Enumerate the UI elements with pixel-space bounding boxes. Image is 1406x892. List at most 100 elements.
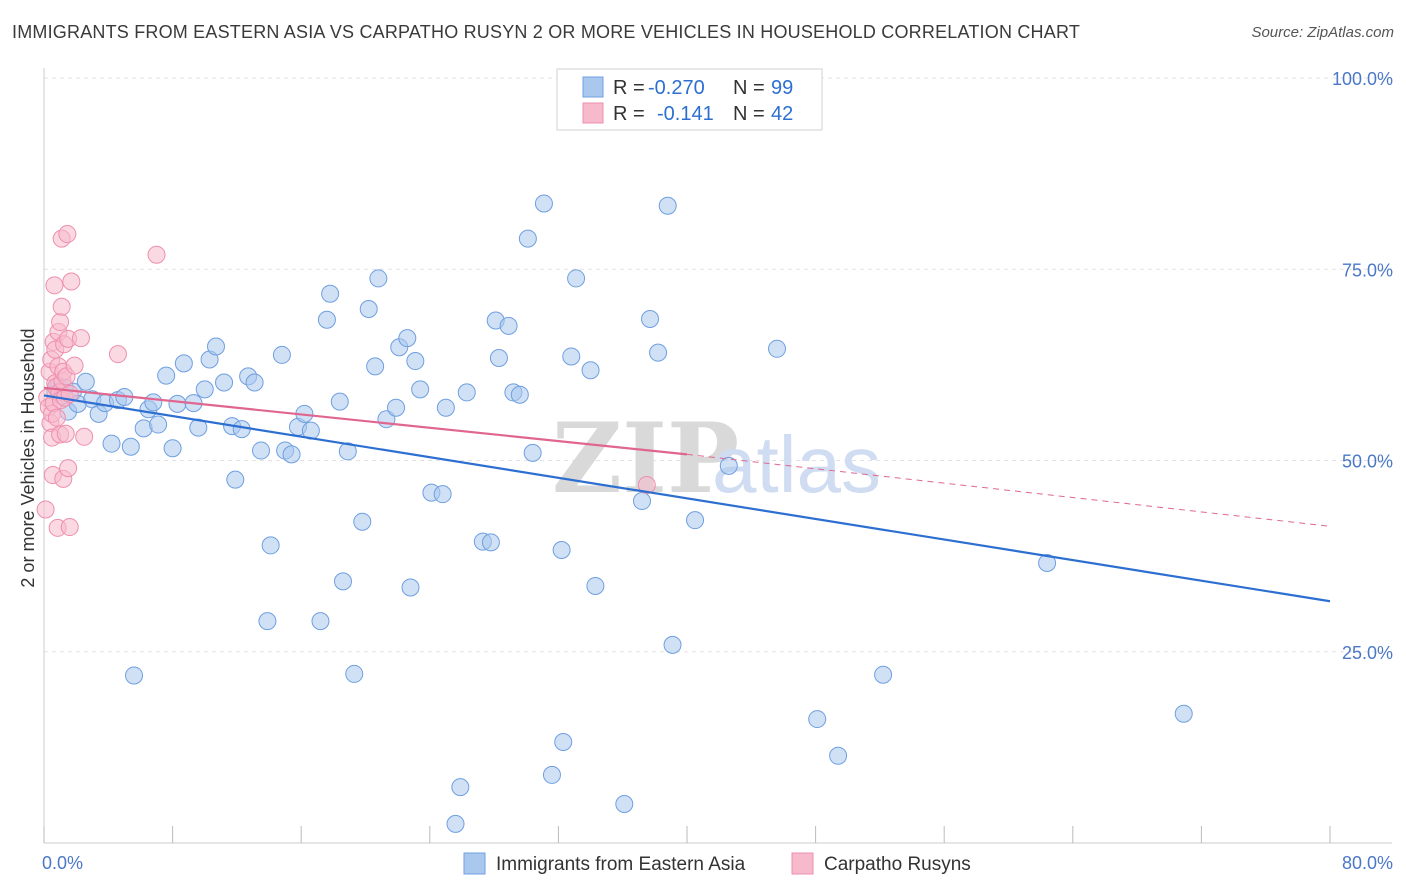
point-eastern-asia-69 [481,533,500,552]
point-eastern-asia-98 [1174,704,1193,723]
point-carpatho-rusyn-41 [108,345,127,364]
x-tick-label-0: 0.0% [42,853,83,873]
point-eastern-asia-56 [387,398,406,417]
trend-line-eastern-asia [43,394,1331,603]
series-eastern-asia-points [46,194,1193,833]
legend-n-value-2: 42 [771,103,793,125]
point-eastern-asia-19 [149,415,168,434]
legend-r-label-2: R = [613,103,645,125]
point-eastern-asia-67 [457,383,476,402]
point-eastern-asia-53 [366,357,385,376]
y-tick-label-1: 50.0% [1342,452,1393,472]
point-eastern-asia-7 [76,372,95,391]
point-eastern-asia-46 [317,310,336,329]
point-eastern-asia-58 [398,329,417,348]
point-eastern-asia-77 [534,194,553,213]
point-eastern-asia-31 [226,470,245,489]
series-carpatho-rusyn-points [36,225,656,537]
point-eastern-asia-48 [333,572,352,591]
point-carpatho-rusyn-36 [60,518,79,537]
point-eastern-asia-74 [510,385,529,404]
point-eastern-asia-35 [252,441,271,460]
point-eastern-asia-34 [245,373,264,392]
point-carpatho-rusyn-23 [52,297,71,316]
bottom-legend-swatch-blue [463,852,486,875]
point-eastern-asia-97 [1038,554,1057,573]
point-eastern-asia-47 [330,392,349,411]
source-label: Source: ZipAtlas.com [1251,24,1394,41]
y-tick-label-0: 25.0% [1342,643,1393,663]
point-eastern-asia-80 [554,733,573,752]
point-eastern-asia-20 [157,366,176,385]
watermark-atlas: atlas [712,420,881,509]
point-carpatho-rusyn-20 [51,313,70,332]
trend-lines [43,386,1331,603]
x-tick-label-1: 80.0% [1342,853,1393,873]
point-eastern-asia-65 [451,778,470,797]
point-eastern-asia-88 [649,343,668,362]
point-carpatho-rusyn-34 [59,459,78,478]
point-eastern-asia-83 [581,361,600,380]
point-eastern-asia-63 [433,485,452,504]
point-eastern-asia-50 [345,664,364,683]
point-eastern-asia-44 [311,612,330,631]
point-eastern-asia-96 [874,665,893,684]
point-eastern-asia-92 [719,456,738,475]
point-eastern-asia-76 [523,443,542,462]
trend-line-carpatho-rusyn [43,386,688,456]
bottom-legend-label-pink: Carpatho Rusyns [824,854,971,875]
point-eastern-asia-64 [436,398,455,417]
point-eastern-asia-86 [632,492,651,511]
point-eastern-asia-85 [615,794,634,813]
point-eastern-asia-54 [369,269,388,288]
point-carpatho-rusyn-40 [75,427,94,446]
point-eastern-asia-11 [102,434,121,453]
point-carpatho-rusyn-30 [56,424,75,443]
point-eastern-asia-61 [411,380,430,399]
point-carpatho-rusyn-42 [147,245,166,264]
point-eastern-asia-36 [258,612,277,631]
bottom-legend-swatch-pink [791,852,814,875]
point-eastern-asia-91 [686,511,705,530]
point-carpatho-rusyn-32 [58,225,77,244]
legend-swatch-blue [582,76,604,98]
y-axis-label: 2 or more Vehicles in Household [18,328,38,587]
stats-legend: R = -0.270 N = 99 R = -0.141 N = 42 [556,68,823,131]
point-eastern-asia-37 [261,536,280,555]
point-eastern-asia-89 [658,196,677,215]
point-eastern-asia-79 [552,541,571,560]
point-eastern-asia-22 [168,394,187,413]
point-eastern-asia-14 [121,437,140,456]
legend-r-label-1: R = [613,77,645,99]
bottom-legend-label-blue: Immigrants from Eastern Asia [496,854,746,875]
axes [43,68,1392,844]
point-eastern-asia-95 [829,746,848,765]
point-eastern-asia-81 [562,347,581,366]
point-eastern-asia-40 [282,445,301,464]
point-eastern-asia-84 [586,576,605,595]
legend-n-label-1: N = [733,77,765,99]
point-eastern-asia-72 [499,316,518,335]
y-tick-label-3: 100.0% [1332,69,1393,89]
legend-r-value-2: -0.141 [657,103,714,125]
point-carpatho-rusyn-38 [65,356,84,375]
point-eastern-asia-45 [321,284,340,303]
point-eastern-asia-28 [207,337,226,356]
point-eastern-asia-29 [215,373,234,392]
point-carpatho-rusyn-11 [45,276,64,295]
point-eastern-asia-15 [125,666,144,685]
point-eastern-asia-23 [174,354,193,373]
legend-n-value-1: 99 [771,77,793,99]
point-eastern-asia-78 [542,765,561,784]
point-eastern-asia-59 [401,578,420,597]
watermark: ZIP atlas [552,402,881,515]
point-eastern-asia-18 [144,393,163,412]
tick-labels: 25.0% 50.0% 75.0% 100.0% 0.0% 80.0% [42,69,1393,873]
point-eastern-asia-90 [663,635,682,654]
series-legend: Immigrants from Eastern Asia Carpatho Ru… [463,852,971,875]
point-eastern-asia-87 [641,309,660,328]
point-eastern-asia-71 [489,348,508,367]
legend-n-label-2: N = [733,103,765,125]
point-eastern-asia-49 [338,442,357,461]
